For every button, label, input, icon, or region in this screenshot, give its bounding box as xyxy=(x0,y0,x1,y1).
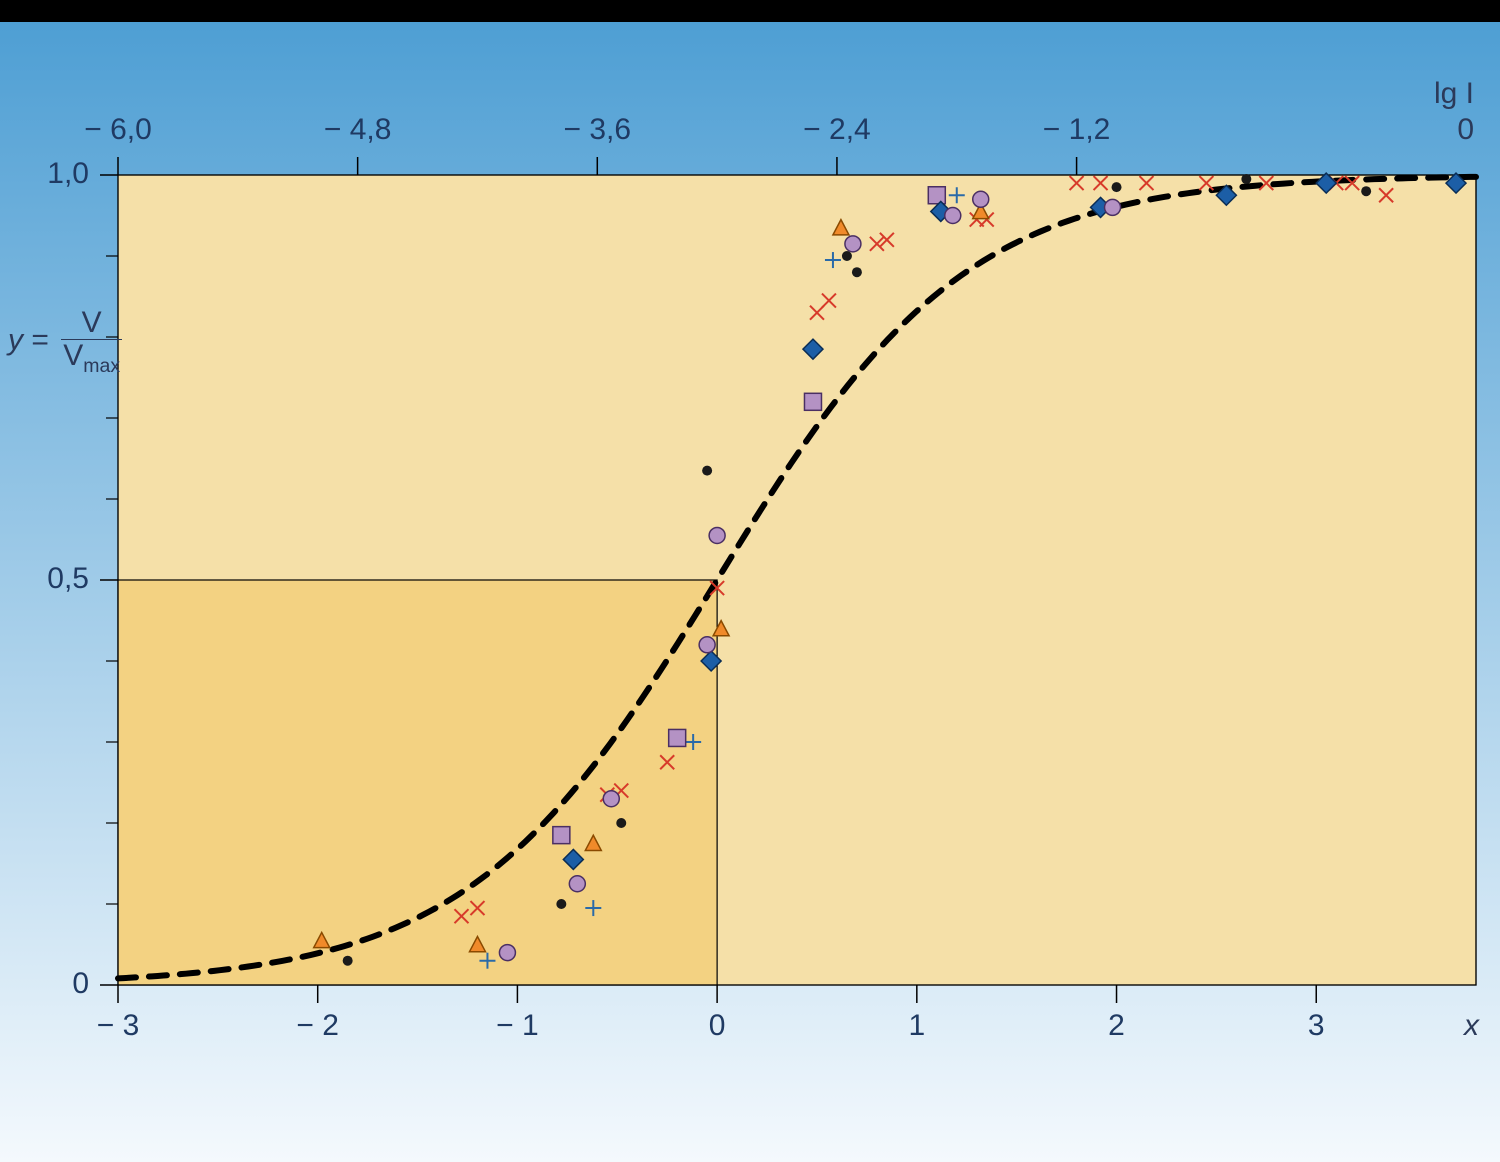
dot-point xyxy=(1361,186,1371,196)
square-point xyxy=(669,729,686,746)
y-tick-label: 1,0 xyxy=(0,157,89,191)
top-axis-right-value: 0 xyxy=(1457,113,1474,147)
top-tick-label: − 6,0 xyxy=(58,113,178,147)
circle-point xyxy=(945,208,961,224)
x-tick-label: 0 xyxy=(657,1009,777,1043)
dot-point xyxy=(616,818,626,828)
square-point xyxy=(553,827,570,844)
top-tick-label: − 2,4 xyxy=(777,113,897,147)
square-point xyxy=(804,393,821,410)
square-point xyxy=(928,187,945,204)
x-tick-label: 3 xyxy=(1256,1009,1376,1043)
top-axis-title: lg I xyxy=(1434,77,1474,111)
circle-point xyxy=(1105,199,1121,215)
x-tick-label: − 2 xyxy=(258,1009,378,1043)
dot-point xyxy=(556,899,566,909)
y-axis-title-denominator: Vmax xyxy=(61,340,122,376)
x-tick-label: − 3 xyxy=(58,1009,178,1043)
circle-point xyxy=(973,191,989,207)
y-tick-label: 0,5 xyxy=(0,562,89,596)
y-axis-title-numerator: V xyxy=(61,307,122,340)
top-tick-label: − 4,8 xyxy=(298,113,418,147)
y-axis-title-y: y xyxy=(8,323,23,356)
x-tick-label: − 1 xyxy=(457,1009,577,1043)
dot-point xyxy=(1241,174,1251,184)
dot-point xyxy=(1112,182,1122,192)
circle-point xyxy=(569,876,585,892)
y-tick-label: 0 xyxy=(0,967,89,1001)
top-tick-label: − 1,2 xyxy=(1017,113,1137,147)
top-tick-label: − 3,6 xyxy=(537,113,657,147)
dot-point xyxy=(702,466,712,476)
dot-point xyxy=(343,956,353,966)
y-axis-title: y = V Vmax xyxy=(8,307,122,376)
chart-plot-area xyxy=(0,0,1500,1162)
dot-point xyxy=(852,267,862,277)
circle-point xyxy=(709,527,725,543)
x-tick-label: 2 xyxy=(1057,1009,1177,1043)
y-axis-title-fraction: V Vmax xyxy=(61,307,122,376)
circle-point xyxy=(845,236,861,252)
dot-point xyxy=(842,251,852,261)
x-tick-label: 1 xyxy=(857,1009,977,1043)
x-axis-title: x xyxy=(1464,1009,1479,1043)
reference-box xyxy=(118,580,717,985)
circle-point xyxy=(603,791,619,807)
y-axis-title-equals: = xyxy=(31,323,49,356)
circle-point xyxy=(499,945,515,961)
circle-point xyxy=(699,637,715,653)
